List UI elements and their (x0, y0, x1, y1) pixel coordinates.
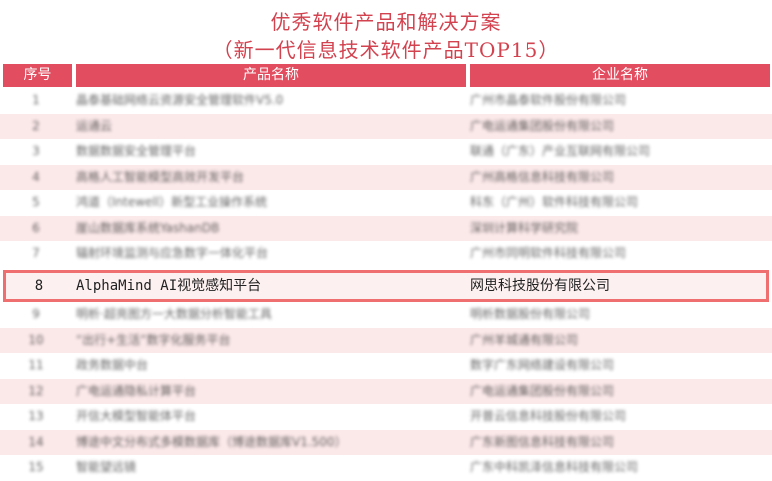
table-row: 6 崖山数据库系统YashanDB 深圳计算科学研究院 (0, 215, 772, 241)
row-number: 2 (32, 118, 40, 133)
product-name: 高格人工智能模型高效开发平台 (76, 169, 245, 184)
header-product: 产品名称 (76, 64, 466, 87)
product-name: 运通云 (76, 118, 113, 133)
company-name: 广州市晶泰软件股份有限公司 (470, 93, 627, 107)
table-row: 2 运通云 广电运通集团股份有限公司 (0, 113, 772, 139)
company-name: 联通（广东）产业互联网有限公司 (470, 144, 651, 158)
row-number: 7 (32, 246, 40, 260)
row-number: 6 (32, 220, 40, 235)
company-name: 明析数据股份有限公司 (470, 307, 591, 321)
row-number: 10 (28, 332, 44, 347)
row-number: 9 (32, 307, 40, 321)
table-row: 15 智能望远镜 广东中科凯泽信息科技有限公司 (0, 455, 772, 481)
row-number: 14 (28, 434, 44, 449)
product-name: 数据数据安全管理平台 (76, 144, 197, 158)
company-name: 开普云信息科技股份有限公司 (470, 409, 627, 423)
product-name: “出行+生活”数字化服务平台 (76, 332, 231, 347)
page-title: 优秀软件产品和解决方案 (270, 10, 502, 34)
table-row: 9 明析·超亮图方一大数据分析智能工具 明析数据股份有限公司 (0, 302, 772, 328)
row-number: 4 (32, 169, 40, 184)
company-name: 网思科技股份有限公司 (470, 278, 610, 294)
company-name: 广电运通集团股份有限公司 (470, 118, 615, 133)
company-name: 广州市同明软件科技有限公司 (470, 246, 627, 260)
table-row: 11 政务数据中台 数字广东网络建设有限公司 (0, 353, 772, 379)
table-row: 1 晶泰基础网络云资源安全管理软件V5.0 广州市晶泰软件股份有限公司 (0, 88, 772, 114)
table-row: 7 辐射环境监测与应急数字一体化平台 广州市同明软件科技有限公司 (0, 241, 772, 267)
product-name: 博途中文分布式多模数据库（博途数据库V1.500） (76, 434, 347, 449)
header-number: 序号 (3, 64, 72, 87)
product-name: 辐射环境监测与应急数字一体化平台 (76, 246, 269, 260)
table-row: 5 鸿道（Intewell）新型工业操作系统 科东（广州）软件科技有限公司 (0, 190, 772, 216)
table-row: 3 数据数据安全管理平台 联通（广东）产业互联网有限公司 (0, 139, 772, 165)
row-number: 13 (28, 409, 44, 423)
company-name: 广电运通集团股份有限公司 (470, 383, 615, 398)
table-row: 14 博途中文分布式多模数据库（博途数据库V1.500） 广东新图信息科技有限公司 (0, 429, 772, 455)
product-name: 开信大模型智能体平台 (76, 409, 197, 423)
company-name: 科东（广州）软件科技有限公司 (470, 195, 639, 209)
table-row: 4 高格人工智能模型高效开发平台 广州高格信息科技有限公司 (0, 164, 772, 190)
product-name: 鸿道（Intewell）新型工业操作系统 (76, 195, 268, 209)
row-number: 5 (32, 195, 40, 209)
highlighted-table-row: 8 AlphaMind AI视觉感知平台 网思科技股份有限公司 (3, 270, 769, 302)
product-name: 明析·超亮图方一大数据分析智能工具 (76, 307, 272, 321)
product-name: 智能望远镜 (76, 460, 137, 474)
row-number: 8 (34, 278, 44, 294)
company-name: 广州羊城通有限公司 (470, 332, 579, 347)
row-number: 1 (32, 93, 40, 107)
company-name: 广东新图信息科技有限公司 (470, 434, 615, 449)
table-row: 10 “出行+生活”数字化服务平台 广州羊城通有限公司 (0, 327, 772, 353)
table-row: 12 广电运通隐私计算平台 广电运通集团股份有限公司 (0, 378, 772, 404)
row-number: 3 (32, 144, 40, 158)
company-name: 数字广东网络建设有限公司 (470, 358, 615, 372)
row-number: 12 (28, 383, 44, 398)
row-number: 15 (28, 460, 44, 474)
product-name: 晶泰基础网络云资源安全管理软件V5.0 (76, 93, 284, 107)
product-name: 崖山数据库系统YashanDB (76, 220, 220, 235)
product-name: 广电运通隐私计算平台 (76, 383, 197, 398)
row-number: 11 (28, 358, 44, 372)
company-name: 广东中科凯泽信息科技有限公司 (470, 460, 639, 474)
product-name: 政务数据中台 (76, 358, 149, 372)
header-company: 企业名称 (470, 64, 770, 87)
product-name: AlphaMind AI视觉感知平台 (76, 278, 262, 294)
table-row: 13 开信大模型智能体平台 开普云信息科技股份有限公司 (0, 404, 772, 430)
company-name: 深圳计算科学研究院 (470, 220, 579, 235)
page-subtitle: （新一代信息技术软件产品TOP15） (212, 38, 560, 62)
company-name: 广州高格信息科技有限公司 (470, 169, 615, 184)
